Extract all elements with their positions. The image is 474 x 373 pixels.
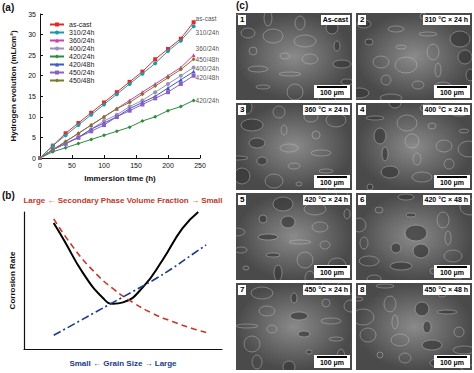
svg-text:(a): (a) [2,2,14,13]
html-text:100 μm: 100 μm [439,359,465,366]
html-text:450 °C × 24 h: 450 °C × 24 h [304,286,348,293]
svg-text:10: 10 [28,113,36,120]
svg-text:5: 5 [32,134,36,141]
svg-text:250: 250 [194,162,206,169]
svg-text:as-cast: as-cast [196,15,217,22]
html-text:100 μm: 100 μm [439,269,465,276]
svg-text:30: 30 [28,31,36,38]
svg-text:as-cast: as-cast [69,21,92,28]
svg-text:420/24h: 420/24h [196,97,220,104]
svg-text:100: 100 [98,162,110,169]
svg-text:35: 35 [28,11,36,18]
html-text:7: 7 [240,285,245,294]
html-text:6: 6 [360,195,365,204]
svg-text:Immersion time (h): Immersion time (h) [84,174,156,183]
svg-text:50: 50 [68,162,76,169]
html-text:400 °C × 24 h: 400 °C × 24 h [424,106,468,113]
svg-text:420/48h: 420/48h [69,61,94,68]
html-text:As-cast: As-cast [322,16,348,23]
svg-text:0: 0 [38,162,42,169]
svg-text:450/48h: 450/48h [69,77,94,84]
html-text:420 °C × 48 h: 420 °C × 48 h [424,196,468,203]
svg-text:420/24h: 420/24h [69,53,94,60]
svg-text:Small ← Grain Size → Large: Small ← Grain Size → Large [69,359,177,368]
svg-text:Corrosion Rate: Corrosion Rate [8,251,17,309]
html-text:8: 8 [360,285,365,294]
html-text:360 °C × 24 h: 360 °C × 24 h [304,106,348,113]
html-text:(c): (c) [236,0,249,11]
html-text:420 °C × 24 h: 420 °C × 24 h [304,196,348,203]
svg-text:200: 200 [162,162,174,169]
html-text:310 °C × 24 h: 310 °C × 24 h [424,16,468,23]
html-text:1: 1 [240,15,245,24]
svg-text:Large ← Secondary Phase Volume: Large ← Secondary Phase Volume Fraction … [23,196,222,205]
html-text:100 μm: 100 μm [439,179,465,186]
svg-text:400/24h: 400/24h [196,65,220,72]
svg-text:0: 0 [32,155,36,162]
html-text:100 μm: 100 μm [319,359,345,366]
html-text:2: 2 [360,15,365,24]
svg-text:420/48h: 420/48h [196,74,220,81]
html-text:100 μm: 100 μm [319,179,345,186]
svg-text:310/24h: 310/24h [196,29,220,36]
html-text:5: 5 [240,195,245,204]
svg-text:360/24h: 360/24h [196,45,220,52]
svg-text:400/24h: 400/24h [69,45,94,52]
svg-text:150: 150 [130,162,142,169]
html-text:100 μm: 100 μm [319,269,345,276]
svg-text:Hydrogen evolution (mL/cm²): Hydrogen evolution (mL/cm²) [9,30,18,141]
svg-text:(b): (b) [2,190,15,201]
html-text:4: 4 [360,105,365,114]
svg-text:450/24h: 450/24h [69,69,94,76]
svg-text:25: 25 [28,52,36,59]
svg-text:20: 20 [28,72,36,79]
html-text:3: 3 [240,105,245,114]
svg-text:15: 15 [28,93,36,100]
svg-text:450/48h: 450/48h [196,56,220,63]
html-text:100 μm: 100 μm [439,89,465,96]
svg-text:310/24h: 310/24h [69,29,94,36]
svg-text:360/24h: 360/24h [69,37,94,44]
html-text:450 °C × 48 h: 450 °C × 48 h [424,286,468,293]
html-text:100 μm: 100 μm [319,89,345,96]
